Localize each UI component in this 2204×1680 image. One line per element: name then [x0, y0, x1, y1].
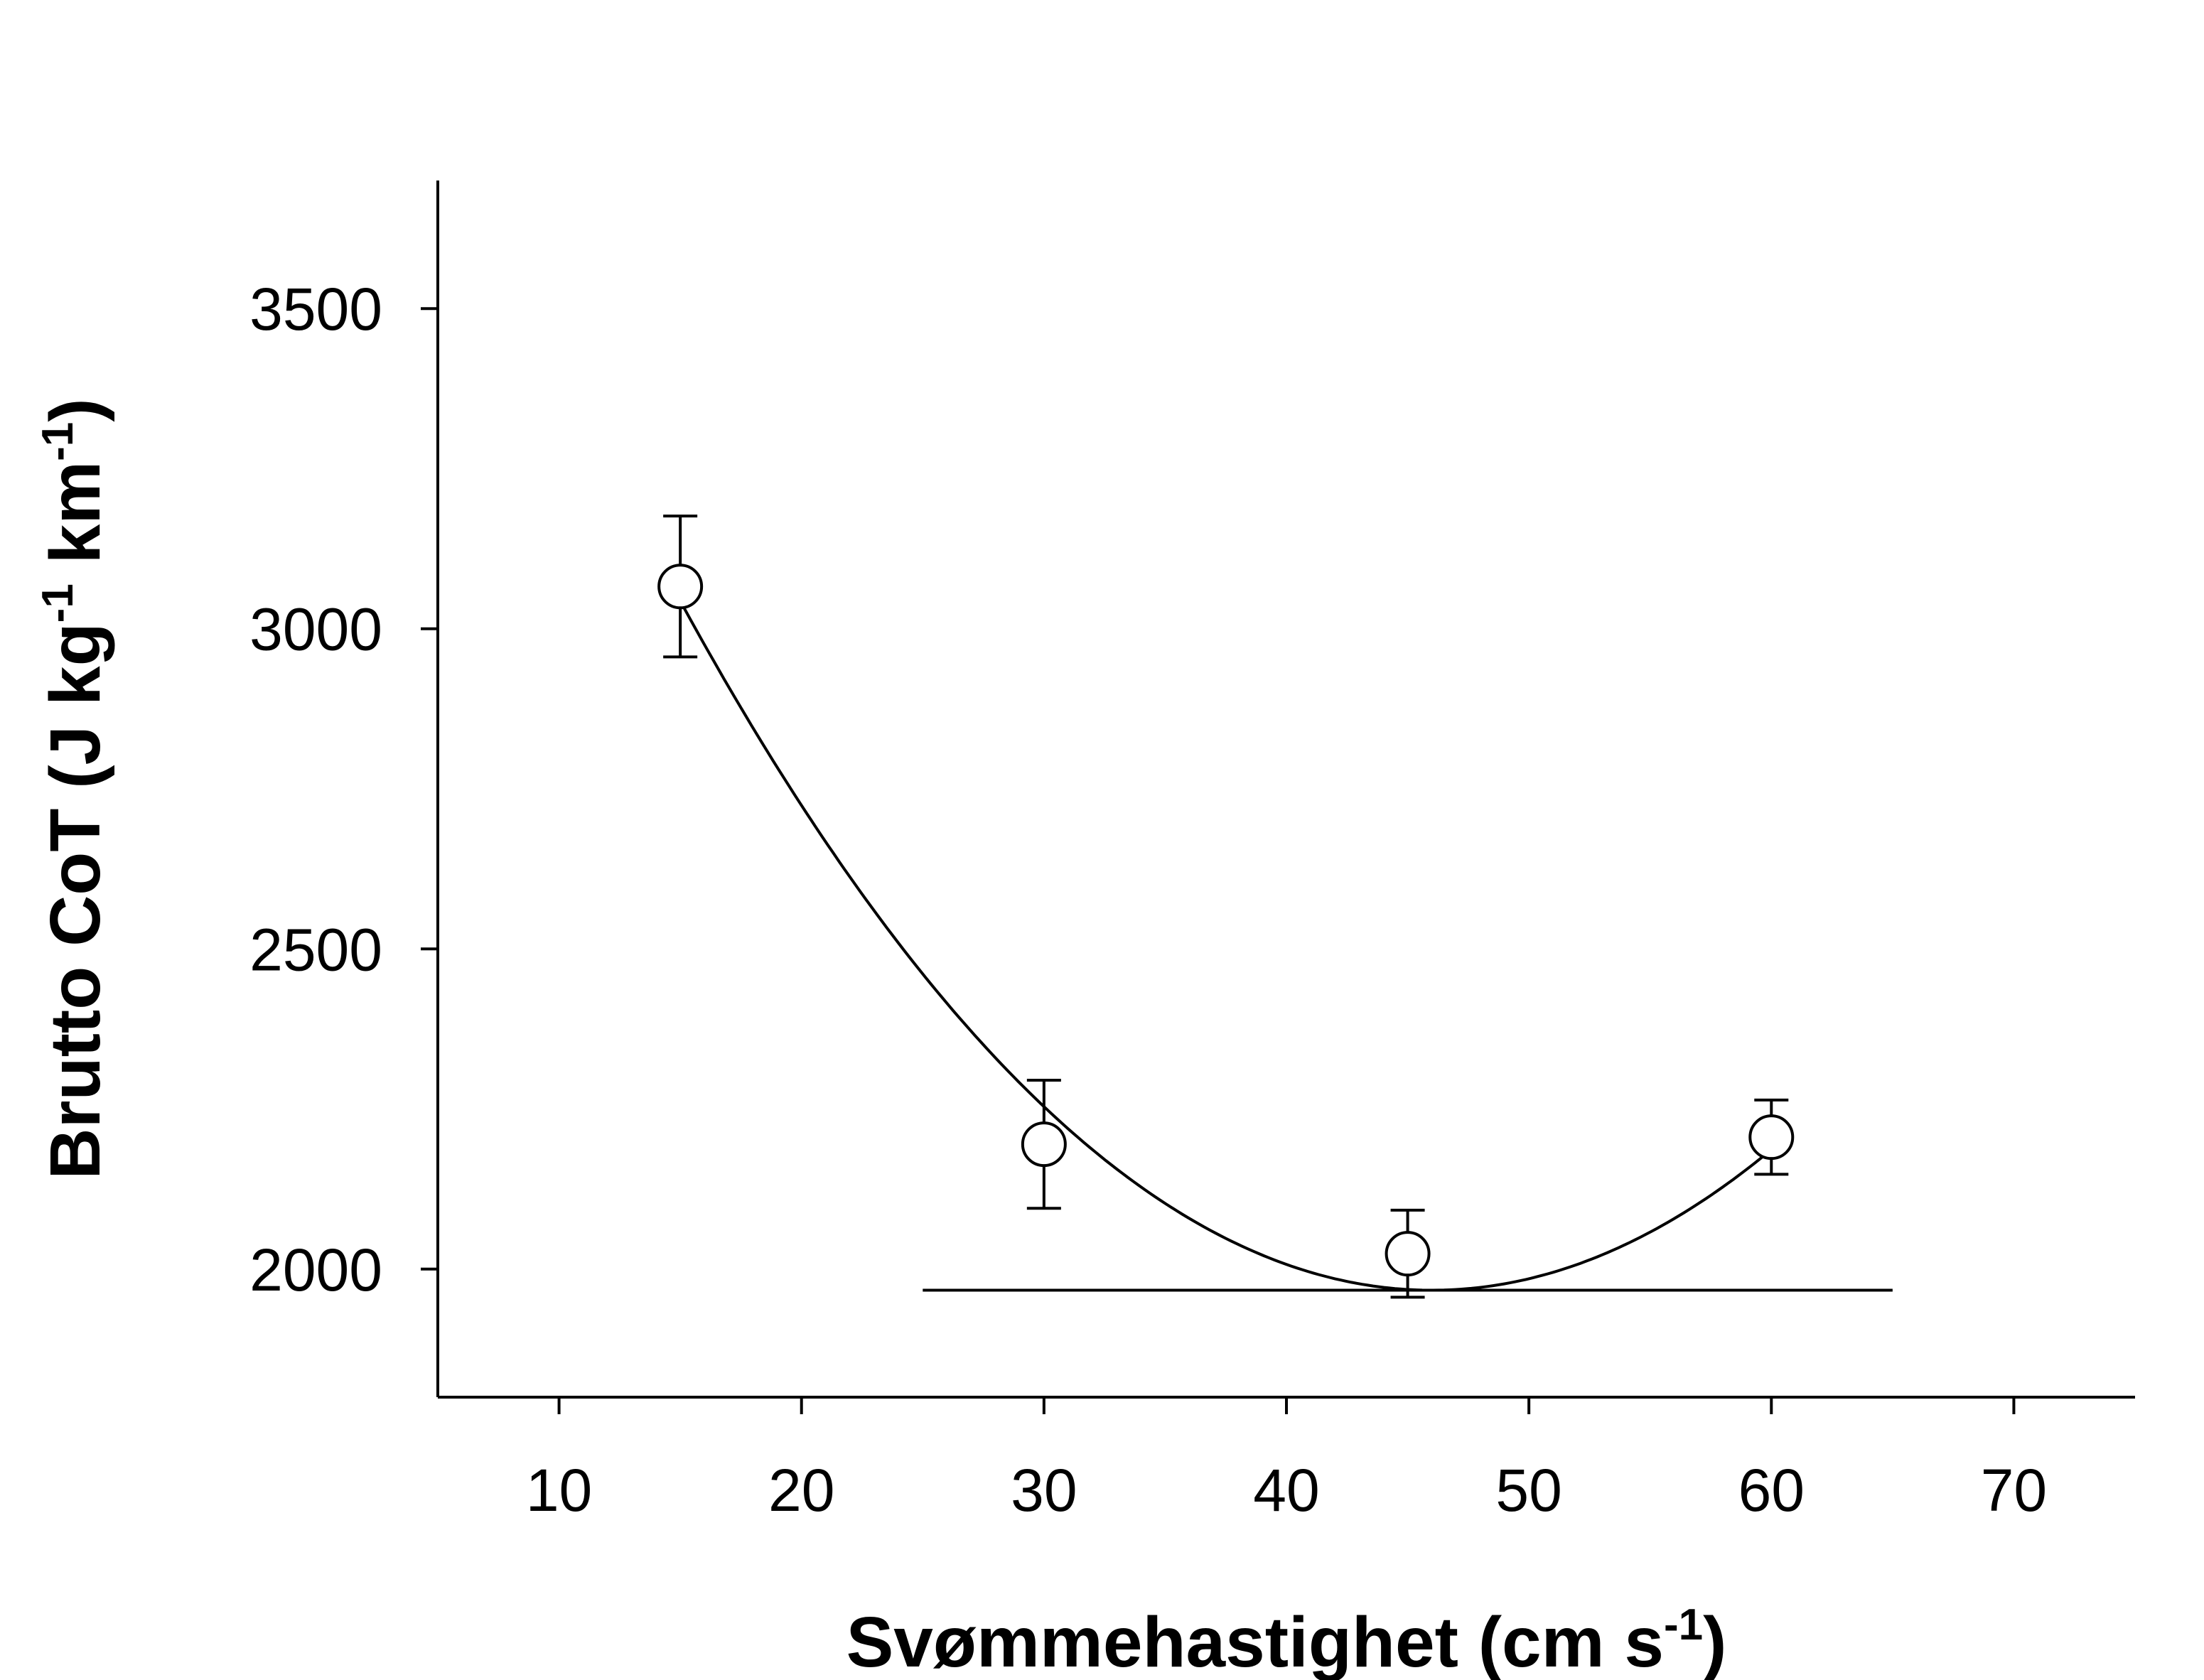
axes: 10 20 30 40 50 60 70 2000 2500 3000 3500 [249, 181, 2135, 1524]
y-tick-label: 2500 [249, 916, 382, 983]
x-tick-label: 10 [526, 1457, 592, 1524]
x-axis-title: Svømmehastighet (cm s-1) [846, 1600, 1727, 1680]
x-tick-label: 40 [1253, 1457, 1319, 1524]
fit-curve [679, 600, 1773, 1292]
x-tick-label: 60 [1738, 1457, 1805, 1524]
y-axis-title: Brutto CoT (J kg-1 km-1) [33, 398, 115, 1179]
data-point [1385, 1231, 1431, 1277]
y-tick-label: 3000 [249, 596, 382, 663]
x-tick-label: 70 [1981, 1457, 2047, 1524]
y-tick-label: 2000 [249, 1237, 382, 1303]
x-tick-label: 30 [1011, 1457, 1077, 1524]
data-point [1021, 1121, 1067, 1168]
marks [657, 515, 1893, 1299]
x-tick-label: 50 [1495, 1457, 1561, 1524]
y-tick-label: 3500 [249, 276, 382, 343]
x-tick-label: 20 [768, 1457, 834, 1524]
data-point [1748, 1114, 1795, 1161]
data-point [657, 564, 704, 610]
